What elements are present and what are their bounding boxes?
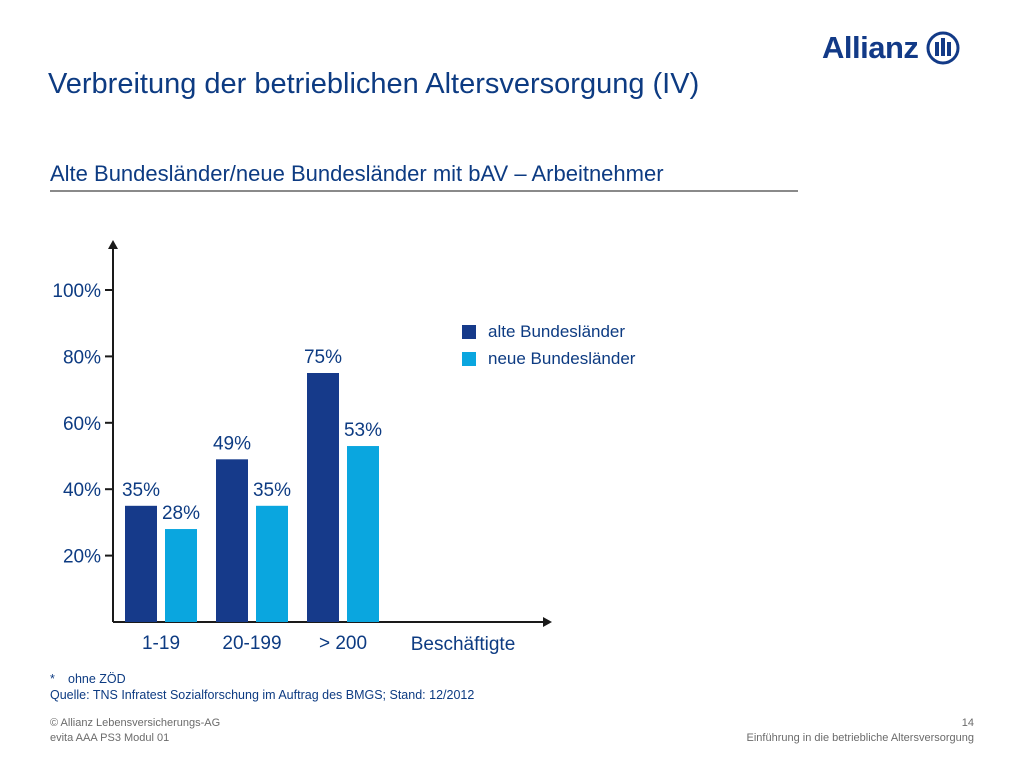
bar-value-label: 75% (304, 347, 342, 368)
legend-label-neue: neue Bundesländer (488, 348, 636, 368)
y-tick-label: 60% (63, 414, 101, 435)
y-axis-arrow (108, 240, 118, 249)
legend-swatch-neue (462, 351, 476, 366)
allianz-eagle-icon (926, 31, 960, 65)
x-tick-label: 20-199 (222, 633, 281, 654)
footnote-marker: * (50, 672, 55, 686)
slide-title: Verbreitung der betrieblichen Altersvers… (48, 68, 700, 100)
bar-neue-0 (165, 529, 197, 622)
x-tick-label: 1-19 (142, 633, 180, 654)
logo-wordmark: Allianz (822, 30, 919, 65)
footer-copyright: © Allianz Lebensversicherungs-AG (50, 717, 221, 729)
bar-neue-1 (256, 505, 288, 622)
bar-neue-2 (347, 446, 379, 622)
footer-module: evita AAA PS3 Modul 01 (50, 732, 170, 744)
bar-alte-1 (216, 459, 248, 622)
x-axis: 1-19 20-199 > 200 Beschäftigte (113, 617, 552, 655)
legend-label-alte: alte Bundesländer (488, 321, 626, 341)
legend-item-alte: alte Bundesländer (462, 318, 635, 345)
bar-value-label: 53% (344, 420, 382, 441)
y-tick-label: 80% (63, 347, 101, 368)
bar-alte-0 (125, 505, 157, 622)
footer-section: Einführung in die betriebliche Altersver… (746, 732, 974, 744)
subtitle-divider (50, 190, 798, 192)
bar-value-label: 35% (253, 480, 291, 501)
y-tick-label: 40% (63, 480, 101, 501)
footnote-text: ohne ZÖD (68, 672, 126, 686)
bar-value-label: 49% (213, 433, 251, 454)
footer-right: 14 Einführung in die betriebliche Alters… (747, 716, 974, 746)
y-axis: 20% 40% 60% 80% 100% (52, 240, 118, 622)
y-tick-label: 20% (63, 547, 101, 568)
x-axis-title: Beschäftigte (411, 634, 516, 655)
allianz-logo: Allianz (822, 28, 960, 68)
legend-item-neue: neue Bundesländer (462, 345, 635, 372)
bars (125, 373, 379, 622)
legend-swatch-alte (462, 324, 476, 339)
page-number: 14 (961, 717, 974, 729)
bar-alte-2 (307, 373, 339, 622)
data-labels: 35%28%49%35%75%53% (122, 347, 382, 524)
footer-left: © Allianz Lebensversicherungs-AG evita A… (50, 716, 220, 746)
slide-subtitle: Alte Bundesländer/neue Bundesländer mit … (50, 161, 664, 186)
footnote: * ohne ZÖD (50, 671, 126, 687)
bar-value-label: 28% (162, 503, 200, 524)
chart-legend: alte Bundesländer neue Bundesländer (462, 318, 635, 372)
source-note: Quelle: TNS Infratest Sozialforschung im… (50, 688, 475, 702)
y-tick-label: 100% (52, 281, 101, 302)
bar-value-label: 35% (122, 480, 160, 501)
x-axis-arrow (543, 617, 552, 627)
x-tick-label: > 200 (319, 633, 367, 654)
